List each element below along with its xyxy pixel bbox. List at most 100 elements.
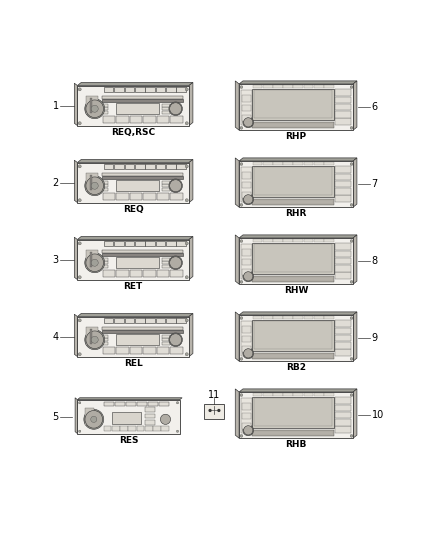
- Circle shape: [350, 434, 353, 437]
- Polygon shape: [78, 159, 193, 163]
- Bar: [156, 116, 169, 123]
- Bar: [102, 104, 108, 107]
- Bar: [263, 162, 272, 165]
- Bar: [335, 398, 351, 404]
- Bar: [335, 181, 351, 187]
- Bar: [156, 270, 169, 277]
- Circle shape: [169, 179, 183, 192]
- Text: 8: 8: [371, 256, 378, 266]
- Polygon shape: [189, 159, 193, 203]
- Polygon shape: [239, 81, 357, 84]
- Polygon shape: [78, 313, 193, 317]
- Bar: [156, 318, 165, 324]
- Polygon shape: [78, 83, 193, 85]
- Bar: [171, 181, 179, 183]
- Polygon shape: [235, 235, 239, 284]
- Polygon shape: [239, 312, 357, 315]
- Circle shape: [240, 163, 243, 165]
- Polygon shape: [74, 160, 78, 203]
- Bar: [143, 116, 156, 123]
- Circle shape: [85, 176, 105, 196]
- Text: RB2: RB2: [286, 364, 306, 373]
- Circle shape: [244, 272, 253, 281]
- Circle shape: [78, 88, 81, 91]
- Bar: [166, 164, 176, 169]
- Text: 7: 7: [371, 179, 378, 189]
- Bar: [104, 164, 113, 169]
- Bar: [143, 270, 156, 277]
- Polygon shape: [353, 158, 357, 207]
- Bar: [252, 276, 334, 282]
- Bar: [102, 176, 184, 179]
- Bar: [242, 95, 251, 101]
- Circle shape: [218, 409, 220, 411]
- Circle shape: [86, 331, 103, 349]
- Bar: [170, 116, 183, 123]
- Bar: [293, 393, 303, 395]
- Bar: [335, 118, 351, 125]
- Bar: [117, 103, 159, 114]
- Bar: [242, 259, 251, 265]
- Polygon shape: [353, 81, 357, 130]
- Text: REQ,RSC: REQ,RSC: [111, 128, 155, 137]
- Bar: [162, 258, 170, 261]
- Bar: [162, 184, 170, 187]
- Bar: [254, 90, 332, 118]
- Bar: [335, 328, 351, 334]
- Bar: [102, 338, 108, 341]
- Bar: [335, 104, 351, 110]
- Bar: [103, 116, 116, 123]
- Circle shape: [185, 88, 188, 91]
- Bar: [314, 162, 324, 165]
- Bar: [124, 164, 134, 169]
- Bar: [120, 426, 128, 431]
- Bar: [314, 393, 324, 395]
- Bar: [115, 402, 125, 407]
- Circle shape: [350, 280, 353, 283]
- Text: 2: 2: [53, 177, 59, 188]
- Circle shape: [169, 102, 183, 116]
- Bar: [252, 166, 334, 197]
- Bar: [170, 346, 183, 354]
- Circle shape: [91, 182, 98, 189]
- Bar: [335, 90, 351, 96]
- Bar: [273, 393, 283, 395]
- Bar: [86, 251, 98, 268]
- Bar: [273, 85, 283, 87]
- Bar: [252, 122, 334, 128]
- Bar: [116, 116, 129, 123]
- Bar: [253, 239, 262, 241]
- Bar: [241, 244, 252, 279]
- Bar: [104, 318, 113, 324]
- Bar: [102, 99, 184, 101]
- Bar: [135, 164, 145, 169]
- Bar: [148, 402, 158, 407]
- Text: RET: RET: [124, 282, 143, 291]
- Bar: [304, 85, 314, 87]
- Bar: [283, 393, 293, 395]
- Bar: [166, 241, 176, 246]
- Bar: [102, 95, 184, 99]
- Bar: [239, 392, 353, 438]
- Bar: [242, 192, 251, 198]
- Bar: [102, 253, 184, 255]
- Bar: [171, 107, 179, 110]
- Bar: [112, 412, 141, 424]
- Bar: [162, 261, 170, 264]
- Text: 10: 10: [371, 410, 384, 420]
- Bar: [239, 238, 353, 284]
- Bar: [162, 104, 170, 107]
- Circle shape: [240, 280, 243, 283]
- Bar: [335, 174, 351, 180]
- Bar: [335, 166, 351, 173]
- Circle shape: [169, 333, 183, 346]
- Circle shape: [86, 100, 103, 118]
- Text: RHW: RHW: [284, 287, 308, 295]
- Bar: [252, 353, 334, 359]
- Circle shape: [240, 434, 243, 437]
- Circle shape: [91, 416, 97, 423]
- Bar: [145, 421, 155, 425]
- Bar: [177, 241, 186, 246]
- Bar: [86, 96, 98, 115]
- Bar: [117, 257, 159, 268]
